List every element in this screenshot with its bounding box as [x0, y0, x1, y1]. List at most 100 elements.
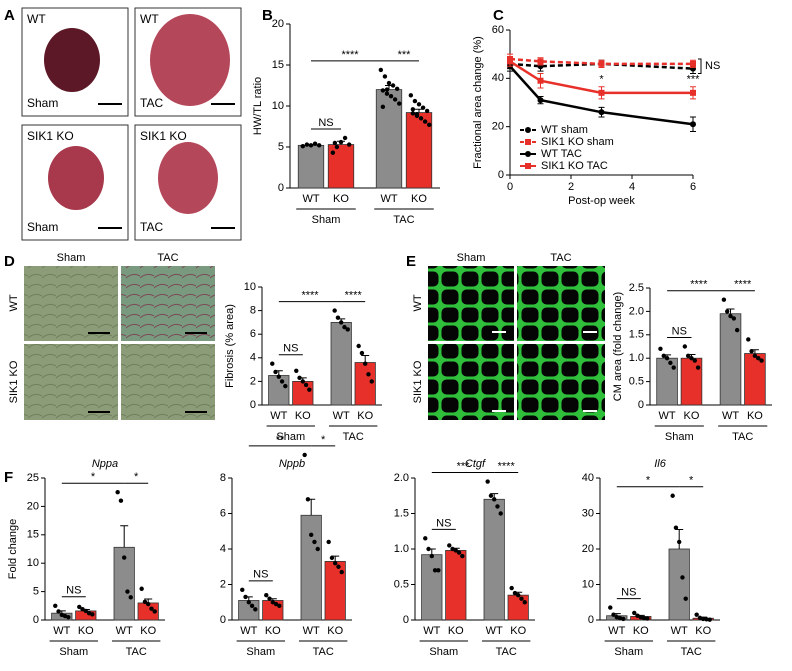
histology-image	[121, 266, 215, 341]
error-bar	[361, 354, 370, 363]
significance-label: *	[646, 475, 651, 487]
data-point	[522, 600, 527, 605]
y-tick-label: 8	[250, 305, 256, 317]
row-label: SIK1 KO	[8, 360, 20, 403]
data-point	[308, 143, 314, 148]
data-point	[125, 589, 130, 594]
data-point	[309, 532, 314, 537]
data-point	[418, 116, 424, 121]
image-label: Sham	[27, 220, 58, 234]
marker	[690, 121, 696, 128]
y-tick-label: 10	[27, 557, 39, 569]
data-point	[380, 88, 386, 93]
row-label: WT	[8, 294, 20, 311]
data-point	[336, 564, 341, 569]
data-point	[661, 353, 666, 359]
group-label: TAC	[343, 431, 364, 443]
data-point	[414, 112, 420, 117]
data-point	[273, 369, 278, 375]
heart	[44, 28, 100, 92]
microscopy-image	[517, 266, 605, 341]
marker	[507, 58, 513, 65]
data-point	[668, 360, 673, 366]
legend-marker	[525, 139, 531, 145]
data-point	[152, 609, 157, 614]
x-tick-label: WT	[486, 625, 503, 637]
error-bar	[726, 308, 735, 314]
y-tick-label: 1.5	[394, 507, 409, 519]
data-point	[338, 139, 344, 145]
data-point	[392, 97, 398, 102]
data-point	[276, 374, 281, 379]
x-tick-label: 0	[507, 181, 513, 193]
data-point	[279, 379, 285, 384]
x-tick-label: WT	[722, 410, 739, 422]
data-point	[356, 343, 361, 349]
microscopy-image	[428, 344, 514, 420]
data-point	[369, 379, 374, 384]
histology-image	[24, 344, 118, 420]
y-axis-label: Fibrosis (% area)	[224, 304, 236, 388]
data-point	[366, 372, 371, 377]
x-tick-label: WT	[380, 193, 397, 205]
data-point	[621, 616, 626, 622]
data-point	[142, 599, 148, 605]
x-tick-label: WT	[608, 625, 625, 637]
data-point	[359, 350, 365, 356]
data-point	[460, 553, 465, 559]
y-tick-label: 5	[33, 586, 39, 598]
y-tick-label: 2.0	[629, 305, 644, 317]
y-tick-label: 1.5	[629, 329, 644, 341]
data-point	[334, 144, 340, 150]
group-label: Sham	[312, 214, 341, 226]
panel-letter: E	[406, 253, 416, 270]
data-point	[416, 102, 422, 107]
data-point	[118, 498, 124, 503]
data-point	[307, 387, 312, 392]
data-point	[339, 320, 344, 325]
image-frame	[21, 124, 129, 241]
data-point	[485, 479, 490, 484]
marker	[690, 60, 696, 67]
legend-marker	[525, 127, 531, 133]
data-point	[423, 536, 428, 541]
data-point	[66, 614, 71, 620]
group-label: TAC	[732, 431, 753, 443]
data-point	[270, 600, 275, 605]
data-point	[492, 497, 497, 502]
legend-label: WT TAC	[541, 148, 582, 160]
bar	[268, 375, 290, 406]
data-point	[408, 93, 414, 98]
data-point	[495, 504, 500, 509]
group-label: Sham	[59, 646, 88, 658]
data-point	[363, 361, 368, 366]
x-tick-label: WT	[53, 625, 70, 637]
y-tick-label: 15	[27, 529, 39, 541]
significance-label: ****	[498, 460, 516, 472]
data-point	[302, 452, 307, 458]
significance-label: *	[134, 471, 139, 483]
y-tick-label: 0	[403, 614, 409, 626]
series-line	[509, 62, 694, 70]
annotation: ***	[687, 74, 701, 86]
data-point	[746, 337, 751, 342]
data-point	[335, 315, 341, 320]
data-point	[146, 601, 151, 607]
data-point	[249, 603, 255, 608]
bar	[300, 514, 322, 621]
data-point	[436, 568, 441, 573]
data-point	[685, 353, 691, 359]
significance-label: ****	[345, 290, 363, 302]
data-point	[139, 586, 144, 591]
data-point	[390, 83, 396, 88]
bar	[680, 357, 703, 406]
significance-label: ****	[341, 49, 359, 61]
significance-label: NS	[436, 517, 451, 529]
significance-label: NS	[621, 586, 636, 598]
data-point	[680, 575, 685, 580]
data-point	[332, 308, 337, 313]
group-label: Sham	[246, 646, 275, 658]
marker	[537, 58, 544, 65]
data-point	[240, 587, 245, 593]
